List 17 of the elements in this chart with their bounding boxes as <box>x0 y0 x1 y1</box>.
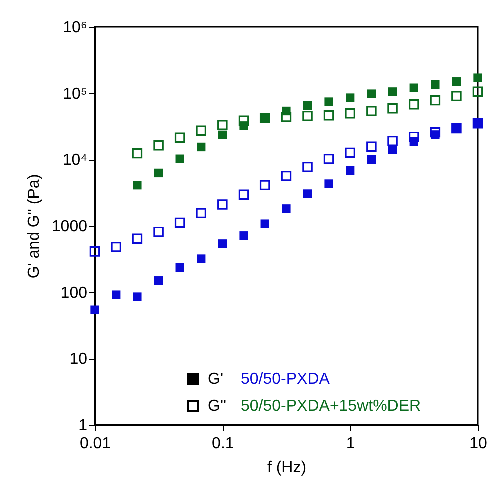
annotation: 50/50-PXDA+15wt%DER <box>241 398 422 415</box>
y-tick-label: 1 <box>78 418 88 434</box>
annotation: 50/50-PXDA <box>241 371 330 388</box>
x-tick-label: 1 <box>346 436 356 452</box>
y-tick-label: 10⁴ <box>62 152 88 170</box>
x-tick-label: 0.1 <box>212 436 234 452</box>
y-tick-label: 100 <box>60 284 88 302</box>
x-tick-label: 10 <box>470 436 488 452</box>
x-tick-label: 0.01 <box>80 436 112 452</box>
y-tick-label: 10 <box>70 351 88 368</box>
x-axis-title: f (Hz) <box>267 460 307 476</box>
y-tick-label: 1000 <box>52 218 88 236</box>
y-tick-label: 10⁶ <box>63 20 88 36</box>
y-tick-label: 10⁵ <box>63 86 88 103</box>
annotation: G'' <box>208 398 227 415</box>
annotation: G' <box>208 371 224 388</box>
y-axis-title: G' and G'' (Pa) <box>26 174 43 279</box>
